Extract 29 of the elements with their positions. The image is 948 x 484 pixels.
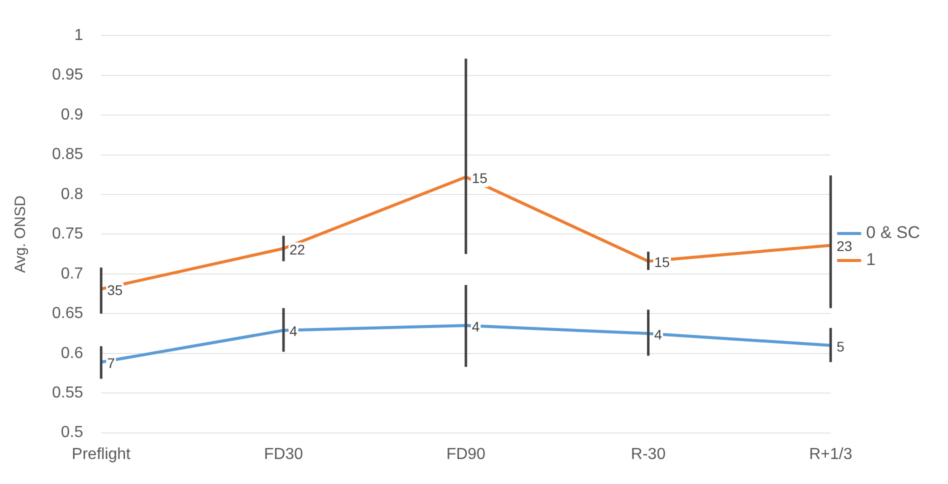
y-axis-title: Avg. ONSD — [12, 195, 30, 273]
annotation: 35 — [107, 282, 123, 298]
x-tick-label: R+1/3 — [809, 446, 852, 463]
x-tick-label: FD90 — [446, 446, 486, 463]
x-tick-label: R-30 — [630, 446, 666, 463]
y-tick-label: 0.9 — [60, 106, 84, 124]
x-tick-label: FD30 — [264, 446, 304, 463]
annotation: 7 — [107, 354, 116, 371]
annotation: 23 — [836, 238, 852, 254]
y-tick-label: 0.95 — [52, 66, 84, 84]
y-tick-label: 0.8 — [60, 186, 84, 203]
y-tick-label: 0.6 — [60, 344, 84, 362]
annotation: 4 — [290, 323, 298, 340]
annotation: 15 — [472, 170, 488, 186]
annotation: 22 — [290, 241, 306, 258]
y-tick-label: 1 — [74, 27, 84, 44]
annotation: 4 — [472, 318, 480, 334]
annotation: 5 — [836, 338, 845, 354]
legend-label: 1 — [866, 250, 876, 270]
y-tick-label: 0.7 — [60, 265, 84, 282]
y-tick-label: 0.55 — [52, 384, 84, 402]
y-tick-label: 0.75 — [52, 226, 84, 243]
annotation: 4 — [654, 326, 662, 342]
x-tick-label: Preflight — [72, 446, 132, 463]
y-tick-label: 0.85 — [52, 146, 84, 164]
y-tick-label: 0.5 — [60, 424, 84, 442]
annotation: 15 — [654, 254, 670, 270]
y-tick-label: 0.65 — [52, 305, 84, 322]
legend-label: 0 & SC — [866, 223, 920, 242]
